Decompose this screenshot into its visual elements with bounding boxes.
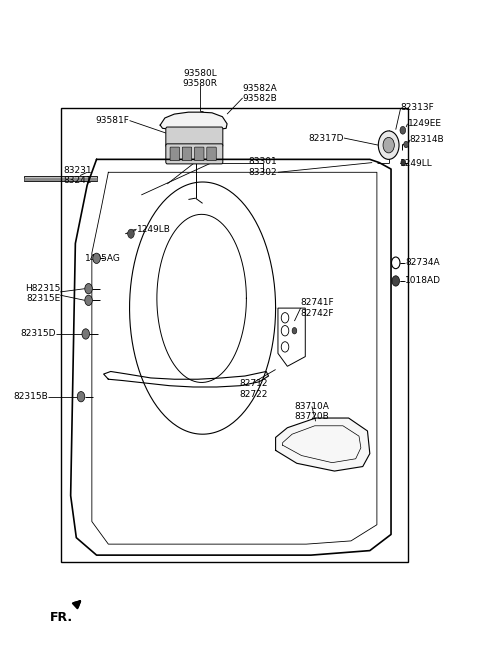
Text: H82315
82315E: H82315 82315E	[25, 284, 60, 303]
Text: 1018AD: 1018AD	[405, 276, 441, 286]
Text: 93582A
93582B: 93582A 93582B	[242, 84, 277, 103]
Text: 82314B: 82314B	[410, 136, 444, 145]
FancyBboxPatch shape	[182, 147, 192, 160]
Circle shape	[400, 126, 406, 134]
FancyBboxPatch shape	[170, 147, 180, 160]
Text: 1495AG: 1495AG	[85, 253, 120, 263]
Text: 82734A: 82734A	[405, 258, 440, 267]
Text: 1249LB: 1249LB	[137, 225, 170, 234]
Polygon shape	[276, 418, 370, 471]
Text: 83231
83241: 83231 83241	[63, 166, 92, 185]
Text: 83301
83302: 83301 83302	[249, 157, 277, 177]
FancyBboxPatch shape	[166, 127, 223, 147]
Bar	[61, 107, 408, 561]
Circle shape	[383, 138, 395, 153]
Circle shape	[404, 141, 408, 148]
Circle shape	[82, 329, 89, 339]
Circle shape	[401, 159, 406, 166]
Text: 82712
82722: 82712 82722	[239, 379, 268, 399]
Text: 93580L
93580R: 93580L 93580R	[183, 69, 218, 88]
Text: 82741F
82742F: 82741F 82742F	[300, 299, 334, 318]
Circle shape	[128, 229, 134, 238]
Circle shape	[378, 131, 399, 159]
Text: FR.: FR.	[49, 610, 72, 624]
Text: 82317D: 82317D	[309, 134, 344, 143]
Text: 93581F: 93581F	[96, 116, 130, 125]
Text: 83710A
83720B: 83710A 83720B	[294, 402, 329, 421]
Circle shape	[392, 276, 399, 286]
Text: 1249EE: 1249EE	[408, 119, 442, 128]
Circle shape	[85, 295, 92, 305]
FancyBboxPatch shape	[194, 147, 204, 160]
Circle shape	[85, 284, 92, 294]
Polygon shape	[160, 112, 227, 130]
FancyBboxPatch shape	[207, 147, 216, 160]
Text: 1249LL: 1249LL	[400, 159, 433, 168]
Text: 82313F: 82313F	[400, 103, 434, 112]
Polygon shape	[24, 176, 96, 181]
Circle shape	[292, 328, 297, 334]
Circle shape	[77, 392, 85, 402]
Circle shape	[93, 253, 100, 263]
Text: 82315D: 82315D	[20, 329, 56, 339]
FancyBboxPatch shape	[166, 144, 223, 164]
Text: 82315B: 82315B	[13, 392, 48, 402]
